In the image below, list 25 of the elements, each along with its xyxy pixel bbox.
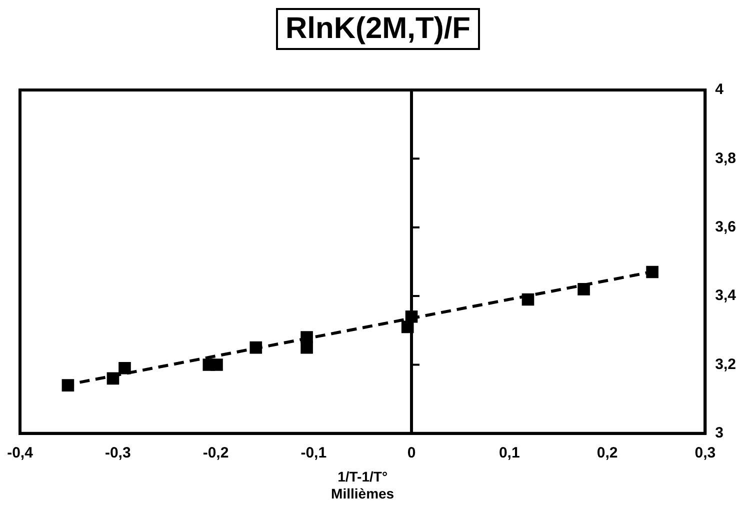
x-axis-title: 1/T-1/T° Millièmes [331, 468, 394, 502]
y-tick-label: 3,6 [715, 218, 736, 236]
y-tick-label: 4 [715, 81, 724, 98]
x-tick-label: 0 [407, 444, 416, 462]
x-tick-label: -0,3 [104, 444, 131, 462]
x-tick-label: -0,1 [300, 444, 327, 462]
x-tick-label: 0,3 [694, 444, 716, 462]
y-tick-label: 3,4 [715, 287, 737, 304]
point [62, 379, 74, 392]
point [522, 293, 534, 306]
x-tick-label: -0,4 [7, 444, 34, 462]
point [646, 266, 658, 278]
point [250, 341, 262, 354]
point [118, 362, 131, 374]
point [210, 358, 223, 371]
y-tick-label: 3 [715, 424, 724, 442]
x-tick-label: -0,2 [202, 444, 229, 462]
point [106, 372, 120, 385]
x-tick-label: 0,1 [498, 444, 520, 462]
point [300, 341, 313, 354]
y-tick-label: 3,8 [715, 150, 736, 167]
x-tick-label: 0,2 [596, 444, 618, 462]
chart-title: RlnK(2M,T)/F [276, 8, 480, 50]
point [578, 283, 590, 296]
y-tick-label: 3,2 [715, 356, 736, 373]
